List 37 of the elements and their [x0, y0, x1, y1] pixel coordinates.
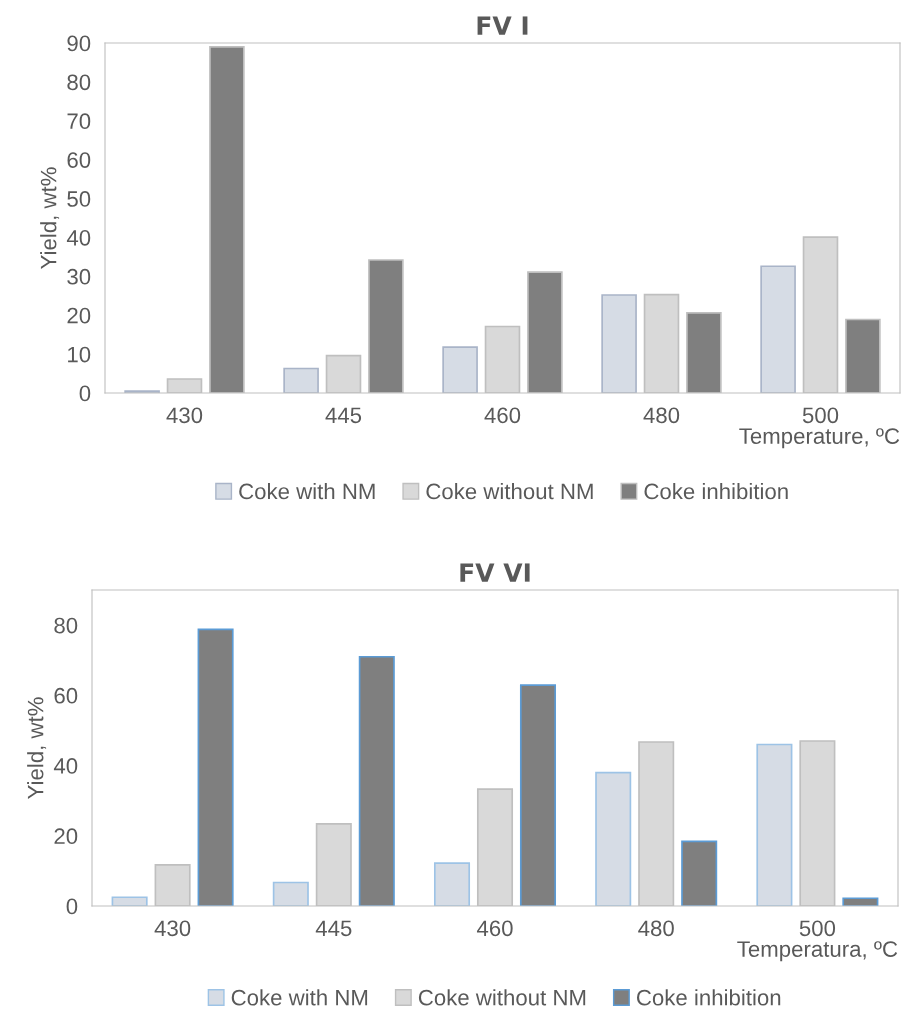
y-tick-label: 70: [67, 113, 91, 130]
legend-label: Coke with NM: [231, 989, 368, 1006]
x-tick-label: 445: [315, 920, 352, 937]
x-tick-label: 480: [643, 407, 680, 424]
y-axis-title: Yield, wt%: [27, 697, 47, 799]
y-tick-label: 0: [79, 385, 91, 402]
y-tick-label: 50: [67, 191, 91, 207]
y-axis-title: Yield, wt%: [40, 167, 60, 269]
y-tick-label: 80: [67, 74, 91, 91]
legend-label: Coke without NM: [426, 483, 593, 500]
y-tick-label: 60: [67, 152, 91, 168]
y-tick-label: 90: [67, 35, 91, 52]
y-tick-label: 0: [66, 898, 78, 915]
y-tick-label: 20: [54, 828, 78, 845]
y-tick-label: 30: [67, 268, 91, 285]
legend-label: Coke inhibition: [636, 989, 781, 1006]
x-axis-title: Temperature, ºC: [739, 428, 900, 449]
x-tick-label: 500: [802, 407, 839, 424]
x-tick-label: 500: [799, 920, 836, 937]
y-tick-label: 80: [54, 617, 78, 634]
y-tick-label: 40: [53, 758, 78, 774]
x-tick-label: 445: [325, 407, 362, 424]
chart-title: FV VI: [460, 563, 530, 582]
x-tick-label: 480: [638, 920, 674, 937]
legend-label: Coke inhibition: [644, 483, 788, 500]
x-tick-label: 460: [484, 407, 521, 424]
x-tick-label: 430: [166, 407, 203, 424]
chart-title: FV I: [477, 16, 528, 35]
y-tick-label: 60: [54, 687, 78, 704]
legend-label: Coke with NM: [239, 483, 375, 500]
y-tick-label: 20: [67, 307, 91, 324]
y-tick-label: 10: [68, 346, 91, 363]
legend-label: Coke without NM: [418, 989, 586, 1006]
x-tick-label: 430: [154, 920, 191, 937]
x-axis-title: Temperatura, ºC: [737, 941, 898, 962]
x-tick-label: 460: [476, 920, 513, 937]
y-tick-label: 40: [66, 229, 91, 246]
